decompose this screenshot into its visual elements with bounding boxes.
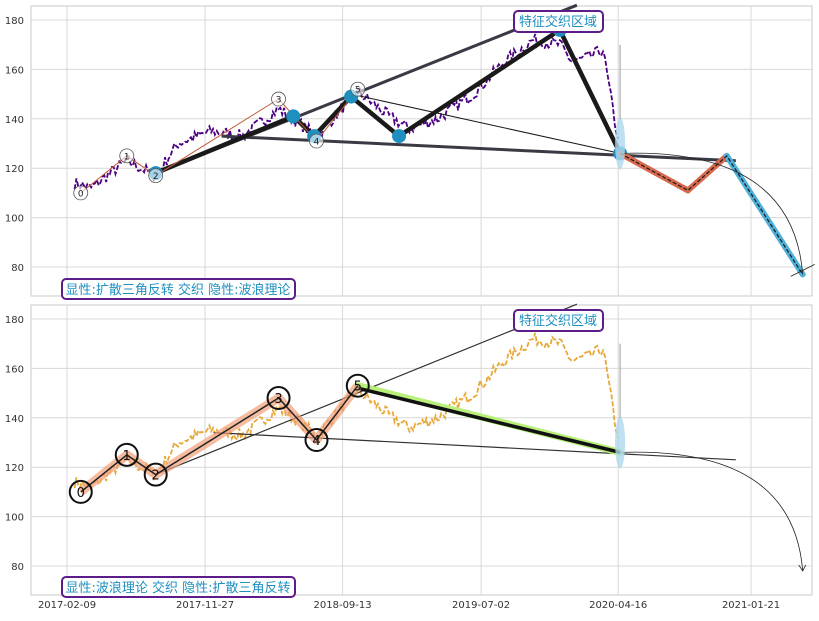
top-forecast-arc (620, 152, 804, 275)
top-wave-label: 4 (314, 138, 320, 148)
top-pivot-point (286, 109, 301, 124)
top-wave-label: 5 (355, 86, 361, 96)
x-tick-label: 2018-09-13 (314, 600, 372, 611)
bottom-wave-label: 0 (77, 486, 85, 501)
y-tick-label: 180 (5, 16, 24, 27)
top-wave-label-circle (350, 81, 366, 97)
top-wave-label-circle (119, 148, 135, 164)
y-tick-label: 120 (5, 164, 24, 175)
top-y-ticks: 80 100 120 140 160 180 (5, 16, 24, 274)
top-wave-line (80, 88, 359, 194)
bottom-panel-frame (30, 304, 813, 596)
top-wave-label: 2 (153, 172, 159, 182)
top-wave-label-circle (271, 91, 286, 107)
top-caption-box: 显性:扩散三角反转 交织 隐性:波浪理论 (61, 278, 296, 300)
y-tick-label: 160 (5, 364, 24, 375)
x-tick-label: 2017-02-09 (38, 600, 96, 611)
bottom-highlight-line (357, 386, 621, 455)
bottom-wave-label: 5 (354, 380, 362, 395)
bottom-annotation-box: 特征交织区域 (513, 309, 604, 332)
y-tick-label: 80 (11, 263, 24, 274)
top-wave-label-circle (309, 133, 324, 149)
top-wave-label: 1 (124, 152, 130, 162)
y-tick-label: 80 (11, 562, 24, 573)
y-tick-label: 100 (5, 513, 24, 524)
bottom-wave-label: 3 (274, 392, 282, 407)
bottom-lower-boundary (213, 432, 736, 461)
bottom-wave-label-circle (68, 479, 93, 504)
bottom-annotation-text: 特征交织区域 (519, 313, 597, 329)
top-wave-label: 0 (78, 189, 84, 199)
bottom-wave-label-circle (304, 428, 329, 453)
top-proj-line (619, 152, 804, 275)
y-tick-label: 180 (5, 315, 24, 326)
top-forecast-bracket (790, 264, 815, 277)
top-wave-label-circle (148, 168, 164, 184)
top-caption-text: 显性:扩散三角反转 交织 隐性:波浪理论 (65, 282, 290, 298)
y-tick-label: 140 (5, 414, 24, 425)
bottom-zone-marker (615, 416, 626, 469)
y-tick-label: 140 (5, 115, 24, 126)
top-panel-frame (30, 5, 813, 297)
bottom-wave-label-circle (345, 373, 370, 398)
bottom-y-ticks: 80 100 120 140 160 180 (5, 315, 24, 573)
x-tick-label: 2021-01-21 (722, 600, 780, 611)
top-wave-label-circle (73, 185, 89, 201)
top-annotation-box: 特征交织区域 (513, 10, 604, 33)
bottom-plot: 0 1 2 3 4 5 (68, 303, 807, 572)
x-tick-label: 2017-11-27 (176, 600, 234, 611)
bottom-wave-label: 4 (312, 434, 320, 449)
top-fan-line (351, 93, 621, 154)
top-pivot-point (392, 129, 407, 144)
bottom-caption-text: 显性:波浪理论 交织 隐性:扩散三角反转 (65, 580, 290, 596)
bottom-forecast-arrowhead (798, 564, 807, 572)
bottom-wave-label: 1 (123, 449, 131, 464)
bottom-wave-label-circle (143, 462, 168, 487)
bottom-forecast-arc (620, 451, 804, 571)
y-tick-label: 120 (5, 463, 24, 474)
x-tick-label: 2020-04-16 (589, 600, 647, 611)
top-lower-boundary (221, 134, 736, 163)
top-wave-label: 3 (276, 96, 282, 106)
x-tick-label: 2019-07-02 (452, 600, 510, 611)
y-tick-label: 100 (5, 214, 24, 225)
x-axis-ticks: 2017-02-09 2017-11-27 2018-09-13 2019-07-02… (38, 600, 780, 611)
bottom-caption-box: 显性:波浪理论 交织 隐性:扩散三角反转 (61, 576, 296, 598)
bottom-wave-label-circle (114, 442, 139, 467)
bottom-wave-label-circle (266, 386, 291, 411)
bottom-wave-label: 2 (152, 469, 160, 484)
top-annotation-text: 特征交织区域 (519, 14, 597, 30)
top-zone-marker (615, 117, 626, 170)
y-tick-label: 160 (5, 65, 24, 76)
